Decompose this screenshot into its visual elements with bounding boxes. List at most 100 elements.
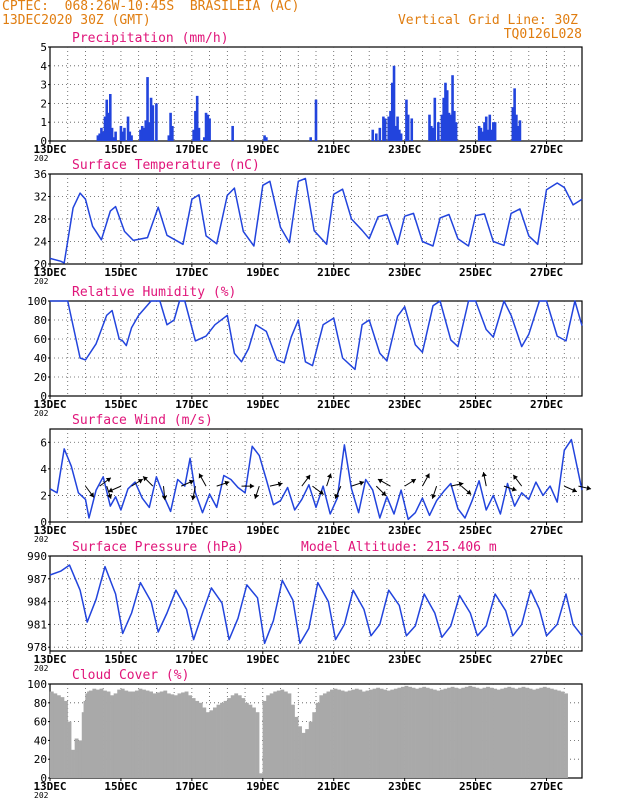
cloud-bar	[170, 694, 175, 778]
cloud-bar	[166, 693, 171, 778]
precip-bar	[231, 125, 234, 141]
rh-ytick-label: 0	[40, 390, 47, 403]
precip-bar	[140, 125, 144, 141]
cloud-bar	[461, 687, 466, 778]
cloud-bar	[259, 773, 263, 778]
precip-bar	[148, 122, 151, 141]
cloud-bar	[252, 707, 256, 778]
precip-xtick-label: 13DEC	[33, 143, 66, 156]
cloud-bar	[429, 688, 434, 778]
wind-chart: 0 2 4 6 13DEC 15DEC 17DEC 19DEC 21DEC 23DEC 25DEC 2…	[33, 413, 592, 544]
cloud-bar	[291, 704, 295, 778]
precip-bar	[433, 97, 437, 141]
cloud-bar	[99, 688, 104, 778]
cloud-bar	[518, 687, 522, 778]
precip-bar	[484, 116, 488, 141]
cloud-bar	[294, 716, 299, 778]
cloud-bar	[287, 693, 292, 778]
precip-bar	[202, 137, 206, 141]
precip-bar	[371, 129, 375, 141]
temp-xtick-label: 25DEC	[459, 266, 492, 279]
precip-bar	[437, 122, 440, 141]
precip-bar	[383, 118, 387, 141]
wind-arrow-head	[571, 487, 577, 493]
cloud-bar	[408, 686, 412, 778]
cloud-xtick-label: 25DEC	[459, 780, 492, 793]
precip-bar	[481, 131, 484, 141]
wind-arrow-head	[190, 495, 197, 501]
rh-xtick-label: 21DEC	[317, 398, 350, 411]
wind-arrow-head	[466, 489, 472, 495]
cloud-bar	[475, 687, 480, 778]
wind-xtick-label: 21DEC	[317, 524, 350, 537]
cloud-bar	[404, 685, 409, 778]
precip-bar	[155, 103, 158, 141]
precip-bar	[399, 133, 403, 141]
cloud-bar	[319, 695, 324, 778]
wind-arrow-head	[326, 473, 333, 479]
wind-arrow-head	[249, 483, 255, 489]
cloud-bar	[330, 689, 334, 778]
cloud-ytick-label: 0	[40, 772, 47, 785]
cloud-bar	[273, 691, 278, 778]
cloud-bar	[181, 692, 185, 778]
cloud-bar	[276, 690, 281, 778]
cloud-bar	[539, 687, 544, 778]
precip-bar	[493, 122, 497, 141]
cloud-bar	[244, 702, 249, 778]
cloud-bar	[333, 688, 338, 778]
cloud-bar	[443, 688, 448, 778]
cloud-bar	[510, 687, 515, 778]
wind-xtick-label: 27DEC	[530, 524, 563, 537]
cloud-bar	[60, 697, 65, 778]
cloud-xtick-label: 21DEC	[317, 780, 350, 793]
wind-xtick-label: 15DEC	[104, 524, 137, 537]
cloud-bar	[457, 688, 462, 778]
precip-bar	[440, 114, 444, 141]
precip-xtick-label: 21DEC	[317, 143, 350, 156]
cloud-bar	[471, 686, 476, 778]
temp-ytick-label: 24	[34, 236, 48, 249]
cloud-bar	[376, 687, 380, 778]
precip-xtick-label: 15DEC	[104, 143, 137, 156]
cloud-bar	[159, 691, 164, 778]
cloud-bar	[386, 690, 391, 778]
wind-arrow-head	[305, 474, 311, 480]
cloud-bar	[95, 689, 100, 778]
precip-bar	[396, 116, 399, 141]
wind-arrow-head	[253, 493, 259, 499]
pressure-ytick-label: 990	[27, 550, 47, 563]
cloud-bar	[468, 685, 473, 778]
cloud-bar	[163, 690, 168, 778]
cloud-bar	[184, 691, 189, 778]
rh-year-label: 202	[34, 409, 49, 418]
precip-bar	[149, 97, 153, 141]
cloud-bar	[142, 689, 146, 778]
cloud-bar	[447, 687, 451, 778]
pressure-xtick-label: 27DEC	[530, 653, 563, 666]
temp-ytick-label: 36	[34, 168, 47, 181]
wind-ytick-label: 4	[40, 463, 47, 476]
cloud-bar	[124, 690, 129, 778]
cloud-bar	[53, 693, 58, 778]
wind-arrow-head	[359, 480, 365, 486]
temp-xtick-label: 23DEC	[388, 266, 421, 279]
cloud-bar	[411, 687, 416, 778]
precip-bar	[197, 127, 201, 141]
cloud-bar	[500, 688, 505, 778]
cloud-bar	[496, 689, 501, 778]
rh-xtick-label: 13DEC	[33, 398, 66, 411]
cloud-bar	[464, 686, 469, 778]
rh-xtick-label: 17DEC	[175, 398, 208, 411]
cloud-bar	[269, 693, 274, 778]
cloud-bar	[106, 691, 111, 778]
temp-xtick-label: 15DEC	[104, 266, 137, 279]
wind-arrow-head	[431, 493, 437, 499]
precip-bar	[195, 95, 199, 141]
cloud-ytick-label: 60	[34, 716, 47, 729]
wind-arrow-head	[511, 486, 517, 492]
precip-xtick-label: 27DEC	[530, 143, 563, 156]
precip-bar	[142, 127, 146, 141]
temp-xtick-label: 13DEC	[33, 266, 66, 279]
precip-bar	[112, 137, 116, 141]
